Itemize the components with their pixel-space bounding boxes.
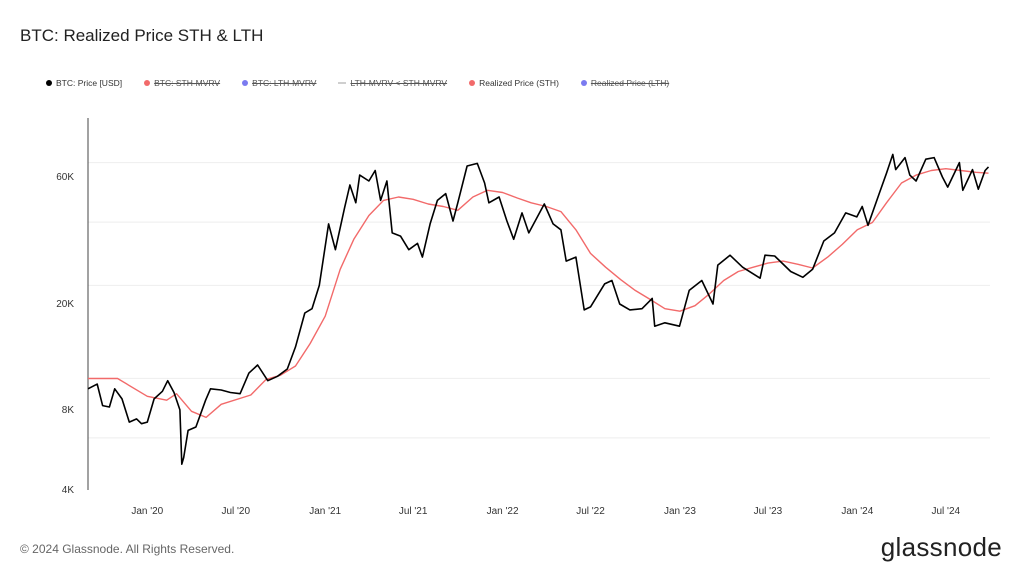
- legend-dot-icon: [144, 80, 151, 86]
- x-tick-label: Jan '23: [664, 506, 696, 517]
- x-tick-label: Jan '21: [309, 506, 341, 517]
- legend-dot-icon: [242, 80, 249, 86]
- legend-label: BTC: Price [USD]: [56, 78, 123, 88]
- x-tick-label: Jul '24: [931, 506, 960, 517]
- legend-dot-icon: [469, 80, 476, 86]
- legend-label: Realized Price (STH): [479, 78, 559, 88]
- legend-item[interactable]: Realized Price (STH): [469, 78, 559, 88]
- legend-item[interactable]: BTC: LTH-MVRV: [242, 78, 316, 88]
- legend-dash-icon: [338, 82, 347, 84]
- x-tick-label: Jan '24: [841, 506, 873, 517]
- y-tick-label: 4K: [62, 485, 75, 496]
- legend-label: BTC: STH-MVRV: [154, 78, 221, 88]
- legend-label: LTH-MVRV < STH-MVRV: [350, 78, 448, 88]
- x-tick-label: Jan '22: [487, 506, 519, 517]
- x-tick-label: Jul '21: [399, 506, 428, 517]
- legend-label: BTC: LTH-MVRV: [252, 78, 317, 88]
- legend-dot-icon: [46, 80, 52, 86]
- y-tick-label: 60K: [56, 172, 74, 183]
- legend-item[interactable]: LTH-MVRV < STH-MVRV: [338, 78, 447, 88]
- x-tick-label: Jul '23: [754, 506, 783, 517]
- x-tick-label: Jan '20: [131, 506, 163, 517]
- glassnode-logo: glassnode: [880, 532, 1002, 562]
- x-tick-label: Jul '20: [221, 506, 250, 517]
- legend-item[interactable]: BTC: STH-MVRV: [144, 78, 220, 88]
- series-line-realized-price-sth: [88, 168, 989, 419]
- series-line-btc-price: [87, 153, 990, 465]
- legend-label: Realized Price (LTH): [590, 78, 670, 88]
- page-title: BTC: Realized Price STH & LTH: [20, 26, 264, 45]
- legend-dot-icon: [580, 80, 587, 86]
- y-tick-label: 20K: [56, 299, 74, 310]
- y-tick-label: 8K: [62, 405, 75, 416]
- x-tick-label: Jul '22: [576, 506, 605, 517]
- chart-legend: BTC: Price [USD] BTC: STH-MVRV BTC: LTH-MV…: [46, 78, 669, 88]
- legend-item[interactable]: Realized Price (LTH): [580, 78, 670, 88]
- legend-item[interactable]: BTC: Price [USD]: [46, 78, 122, 88]
- copyright-footer: © 2024 Glassnode. All Rights Reserved.: [20, 542, 235, 556]
